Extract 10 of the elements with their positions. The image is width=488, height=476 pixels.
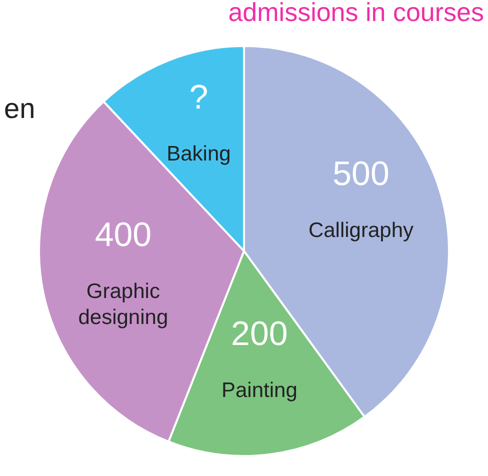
slice-label: Graphic designing [78, 280, 168, 330]
data-label: 500 [332, 154, 390, 193]
data-label: ? [189, 78, 208, 117]
data-label: 200 [231, 315, 288, 354]
text: en [4, 93, 36, 124]
slice-label: Calligraphy [308, 218, 414, 242]
slice-label: Painting [221, 379, 298, 402]
data-label: 400 [94, 216, 152, 254]
slice-label: Baking [166, 142, 231, 166]
chart-title: admissions in courses [228, 0, 484, 27]
